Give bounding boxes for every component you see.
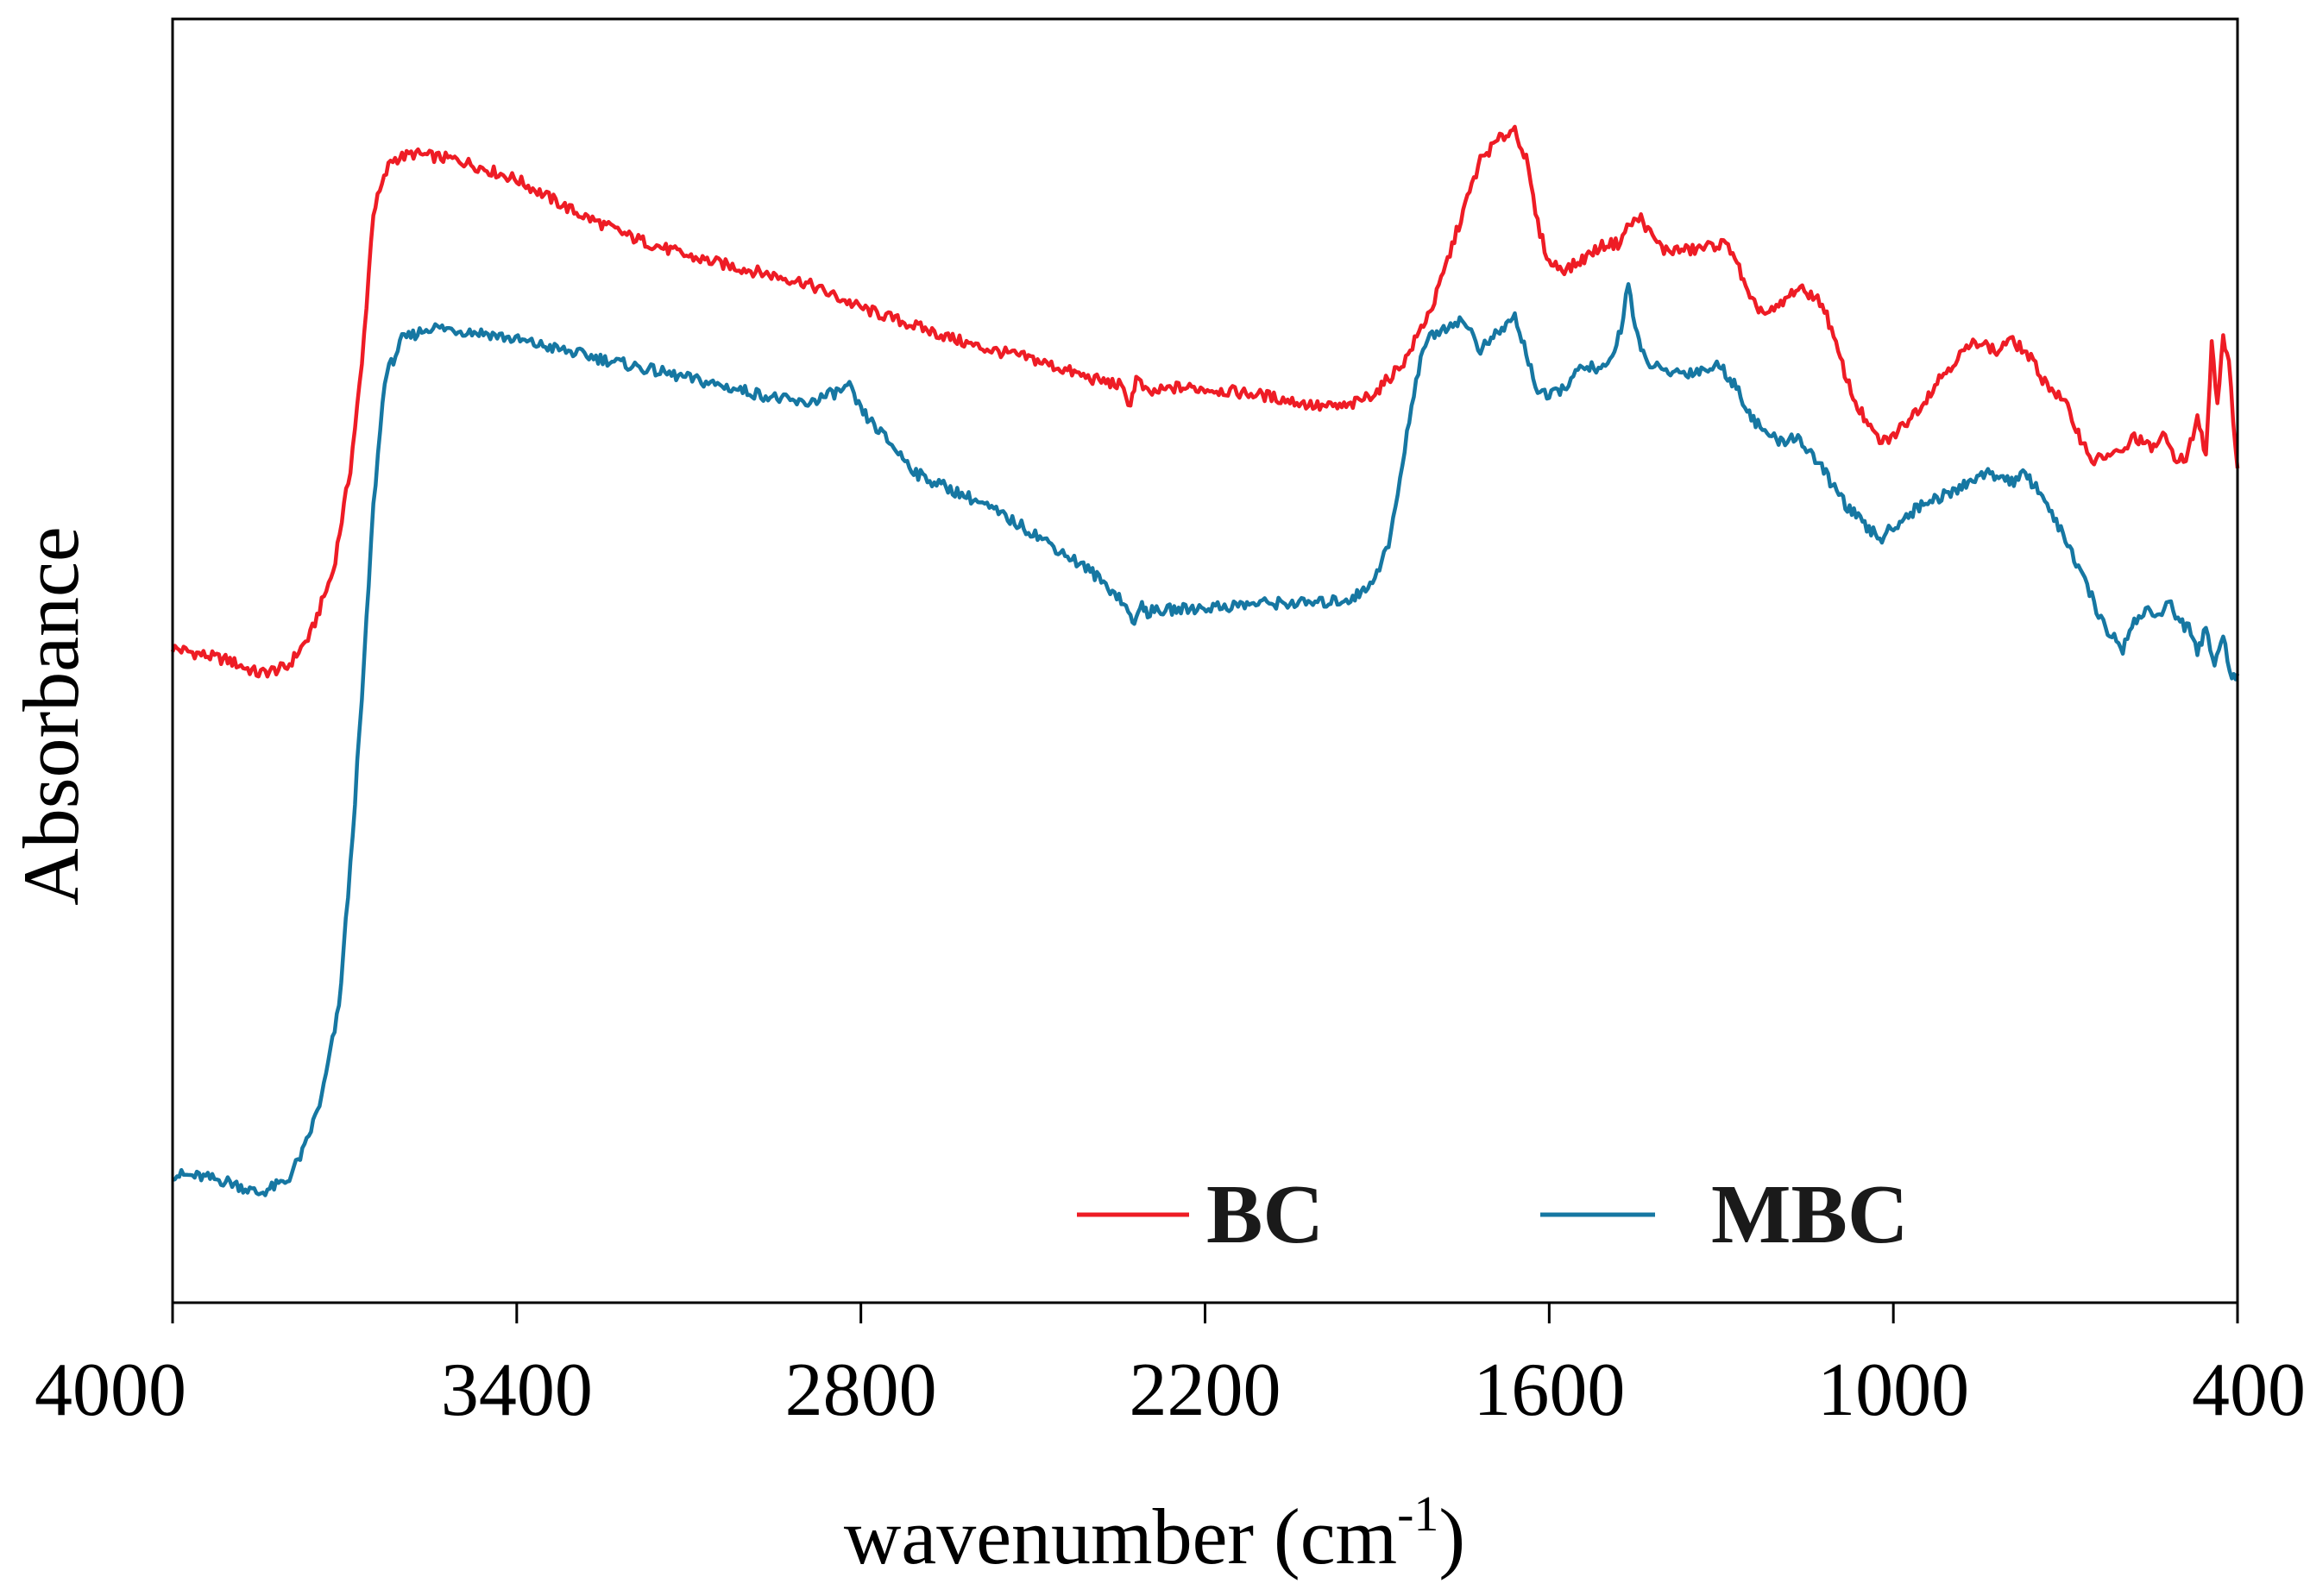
x-axis-title-main: wavenumber (cm [844,1492,1397,1580]
legend-label-bc: BC [1206,1168,1324,1261]
x-axis-title-close: ) [1438,1492,1465,1580]
x-tick-label: 2800 [785,1348,937,1432]
x-axis-title-superscript: -1 [1397,1486,1438,1542]
legend-label-mbc: MBC [1711,1168,1909,1261]
x-tick-label: 1600 [1473,1348,1625,1432]
x-tick-label: 1000 [1817,1348,1969,1432]
y-axis-title: Absorbance [7,526,95,905]
series-line-mbc [172,282,2240,1197]
plot-frame [171,17,2239,1304]
legend: BC MBC [1077,1168,1909,1261]
x-tick-label: 400 [2192,1348,2306,1432]
x-axis-title: wavenumber (cm-1) [844,1486,1465,1580]
plot-area [170,124,2240,1197]
x-tick-label: 2200 [1130,1348,1281,1432]
x-tick-label: 3400 [441,1348,593,1432]
x-tick-label: 4000 [35,1348,186,1432]
x-axis: 4000 3400 2800 2200 1600 1000 400 [35,1303,2306,1432]
series-line-bc [170,124,2240,679]
